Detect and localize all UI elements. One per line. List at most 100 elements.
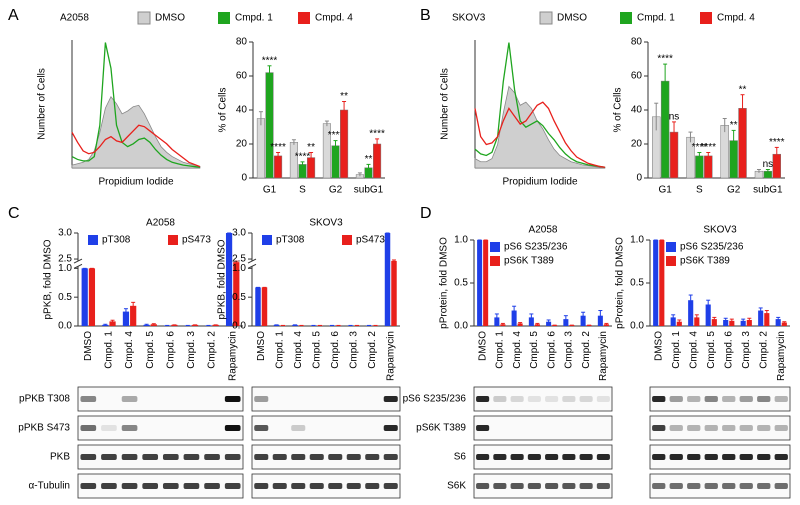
blot-band	[545, 454, 559, 460]
histogram-line	[474, 101, 606, 168]
chart-title: SKOV3	[309, 218, 343, 229]
x-tick-label: Cmpd. 5	[145, 331, 156, 369]
legend-swatch	[490, 242, 500, 252]
blot-band	[579, 483, 593, 489]
blot-frame	[77, 415, 244, 441]
x-tick-label: Rapamycin	[776, 331, 787, 381]
x-tick-label: G1	[263, 185, 277, 196]
blot-band	[652, 396, 666, 402]
legend-swatch	[88, 235, 98, 245]
blot-band	[774, 425, 788, 431]
blot-band	[739, 425, 753, 431]
y-axis-label: pProtein, fold DMSO	[615, 237, 626, 329]
blot-band	[121, 483, 138, 489]
y-tick-label: 0	[636, 173, 642, 184]
y-axis-label: Number of Cells	[440, 68, 451, 140]
bar	[720, 125, 729, 179]
blot-label: pPKB T308	[19, 394, 70, 405]
y-tick-label: 0.5	[58, 292, 72, 303]
y-axis-label: Number of Cells	[37, 68, 48, 140]
blot-band	[254, 425, 269, 431]
bar	[764, 313, 770, 326]
bar	[88, 268, 96, 326]
panel-letter: B	[420, 7, 431, 24]
blot-band	[562, 483, 576, 489]
blot-band	[722, 454, 736, 460]
blot-band	[687, 454, 701, 460]
blot-band	[383, 425, 398, 431]
bar	[483, 240, 489, 326]
bar	[273, 324, 280, 326]
blot-band	[722, 425, 736, 431]
blot-band	[101, 425, 117, 431]
x-tick-label: S	[696, 185, 703, 196]
blot-band	[224, 454, 241, 460]
bar	[694, 317, 700, 326]
blot-band	[383, 396, 398, 402]
blot-band	[365, 454, 380, 460]
chart-title: SKOV3	[452, 13, 486, 24]
y-tick-label: 3.0	[232, 228, 246, 239]
blot-band	[545, 483, 559, 489]
blot-band	[183, 483, 200, 489]
bar	[109, 321, 116, 326]
blot-frame	[473, 386, 613, 412]
legend-swatch	[137, 11, 151, 25]
legend-swatch	[262, 235, 272, 245]
x-tick-label: Cmpd. 2	[207, 331, 218, 369]
significance-label: ****	[270, 142, 286, 153]
x-tick-label: DMSO	[653, 331, 664, 361]
legend-label: pS6K T389	[680, 256, 730, 267]
blot-band	[309, 483, 324, 489]
bar	[775, 319, 781, 326]
axis-break	[73, 263, 83, 269]
blot-band	[722, 483, 736, 489]
blot-band	[687, 483, 701, 489]
x-tick-label: DMSO	[256, 331, 267, 361]
y-tick-label: 40	[631, 105, 643, 116]
bar	[212, 324, 219, 326]
y-tick-label: 0	[241, 173, 247, 184]
blot-frame	[473, 415, 613, 441]
blot-band	[562, 454, 576, 460]
legend-label: Cmpd. 1	[637, 13, 675, 24]
blot-band	[669, 483, 683, 489]
blot-band	[365, 483, 380, 489]
bar	[477, 240, 483, 326]
blot-band	[291, 483, 306, 489]
x-tick-label: Rapamycin	[227, 331, 238, 381]
x-tick-label: Cmpd. 3	[186, 331, 197, 369]
x-tick-label: Cmpd. 3	[564, 331, 575, 369]
y-tick-label: 40	[236, 105, 248, 116]
histogram-area	[474, 85, 606, 169]
significance-label: ****	[657, 54, 673, 65]
x-tick-label: Cmpd. 4	[293, 331, 304, 369]
x-tick-label: Cmpd. 3	[741, 331, 752, 369]
significance-label: **	[730, 120, 738, 131]
x-tick-label: Cmpd. 6	[165, 331, 176, 369]
bar	[517, 323, 523, 326]
blot-band	[774, 454, 788, 460]
x-tick-label: Cmpd. 3	[348, 331, 359, 369]
blot-band	[596, 396, 610, 402]
x-axis-label: Propidium Iodide	[98, 177, 173, 188]
chart-title: A2058	[60, 13, 89, 24]
chart-title: SKOV3	[703, 225, 737, 236]
blot-label: S6	[454, 452, 467, 463]
bar	[723, 319, 729, 326]
significance-label: ****	[692, 142, 708, 153]
significance-label: **	[739, 84, 747, 95]
blot-band	[346, 483, 361, 489]
blot-band	[774, 396, 788, 402]
blot-band	[183, 454, 200, 460]
blot-band	[142, 454, 159, 460]
blot-band	[272, 483, 287, 489]
blot-band	[527, 483, 541, 489]
bar	[740, 320, 746, 326]
legend-label: pS6K T389	[504, 256, 554, 267]
blot-band	[142, 483, 159, 489]
blot-band	[80, 396, 97, 402]
blot-label: S6K	[447, 481, 466, 492]
x-tick-label: G2	[727, 185, 741, 196]
histogram-line	[71, 42, 201, 168]
